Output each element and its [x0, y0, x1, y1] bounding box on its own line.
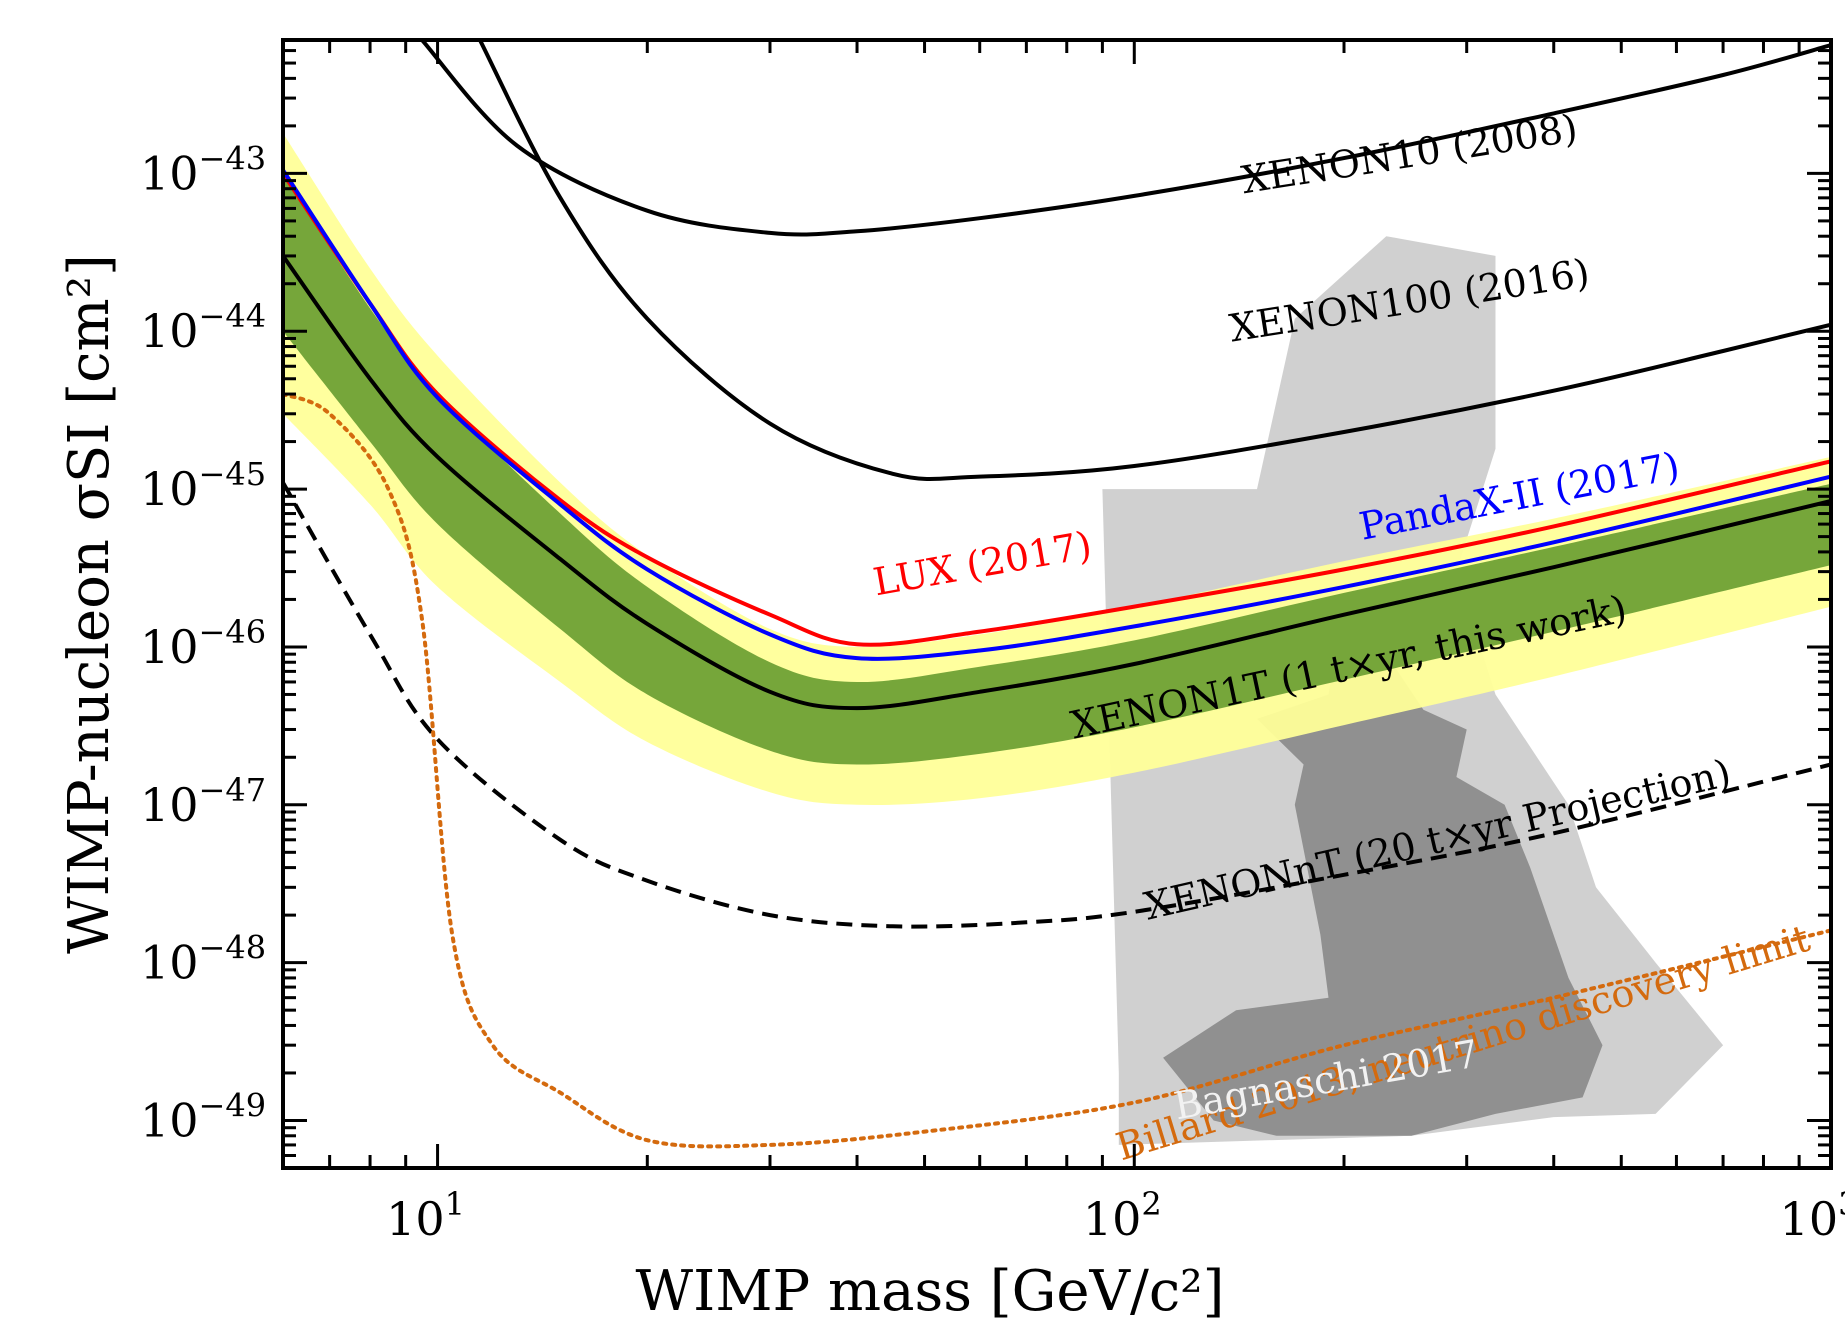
- label-xenon10-2008: XENON10 (2008): [1239, 106, 1581, 203]
- y-axis-title: WIMP-nucleon σSI [cm²]: [57, 254, 122, 954]
- y-tick-label: 10−49: [140, 1086, 266, 1147]
- band-one-sigma: [283, 173, 1831, 765]
- series-xenon1t-1-t-yr-this-work: [283, 254, 1831, 711]
- series-xenon100-2016: [478, 40, 1831, 481]
- y-tick-label: 10−45: [140, 455, 266, 516]
- series-xenon10-2008: [420, 40, 1831, 237]
- series-lux-2017: [283, 172, 1831, 647]
- y-tick-label: 10−46: [140, 613, 266, 674]
- tick-labels-layer: 101 102 103 10−43 10−44 10−45 10−46 10−47 10−48 1…: [140, 139, 1845, 1246]
- y-tick-label: 10−44: [140, 297, 266, 358]
- series-xenonnt-20-t-yr-projection: [283, 481, 1831, 929]
- x-tick-label: 103: [1780, 1185, 1845, 1246]
- label-lux-2017: LUX (2017): [870, 523, 1095, 605]
- series-layer: [283, 40, 1831, 1149]
- y-tick-label: 10−48: [140, 929, 266, 990]
- x-tick-label: 102: [1083, 1185, 1162, 1246]
- series-pandax-ii-2017: [283, 169, 1831, 661]
- x-tick-label: 101: [386, 1185, 465, 1246]
- series-billard-2013-neutrino-discovery-limit: [283, 392, 1831, 1149]
- x-axis-title: WIMP mass [GeV/c²]: [636, 1259, 1225, 1321]
- y-tick-label: 10−47: [140, 771, 266, 832]
- ticks-layer: [281, 40, 1833, 1170]
- y-tick-label: 10−43: [140, 139, 266, 200]
- plot-frame: [281, 38, 1833, 1170]
- plot-area: XENON10 (2008)XENON100 (2016)LUX (2017)P…: [283, 40, 1831, 1168]
